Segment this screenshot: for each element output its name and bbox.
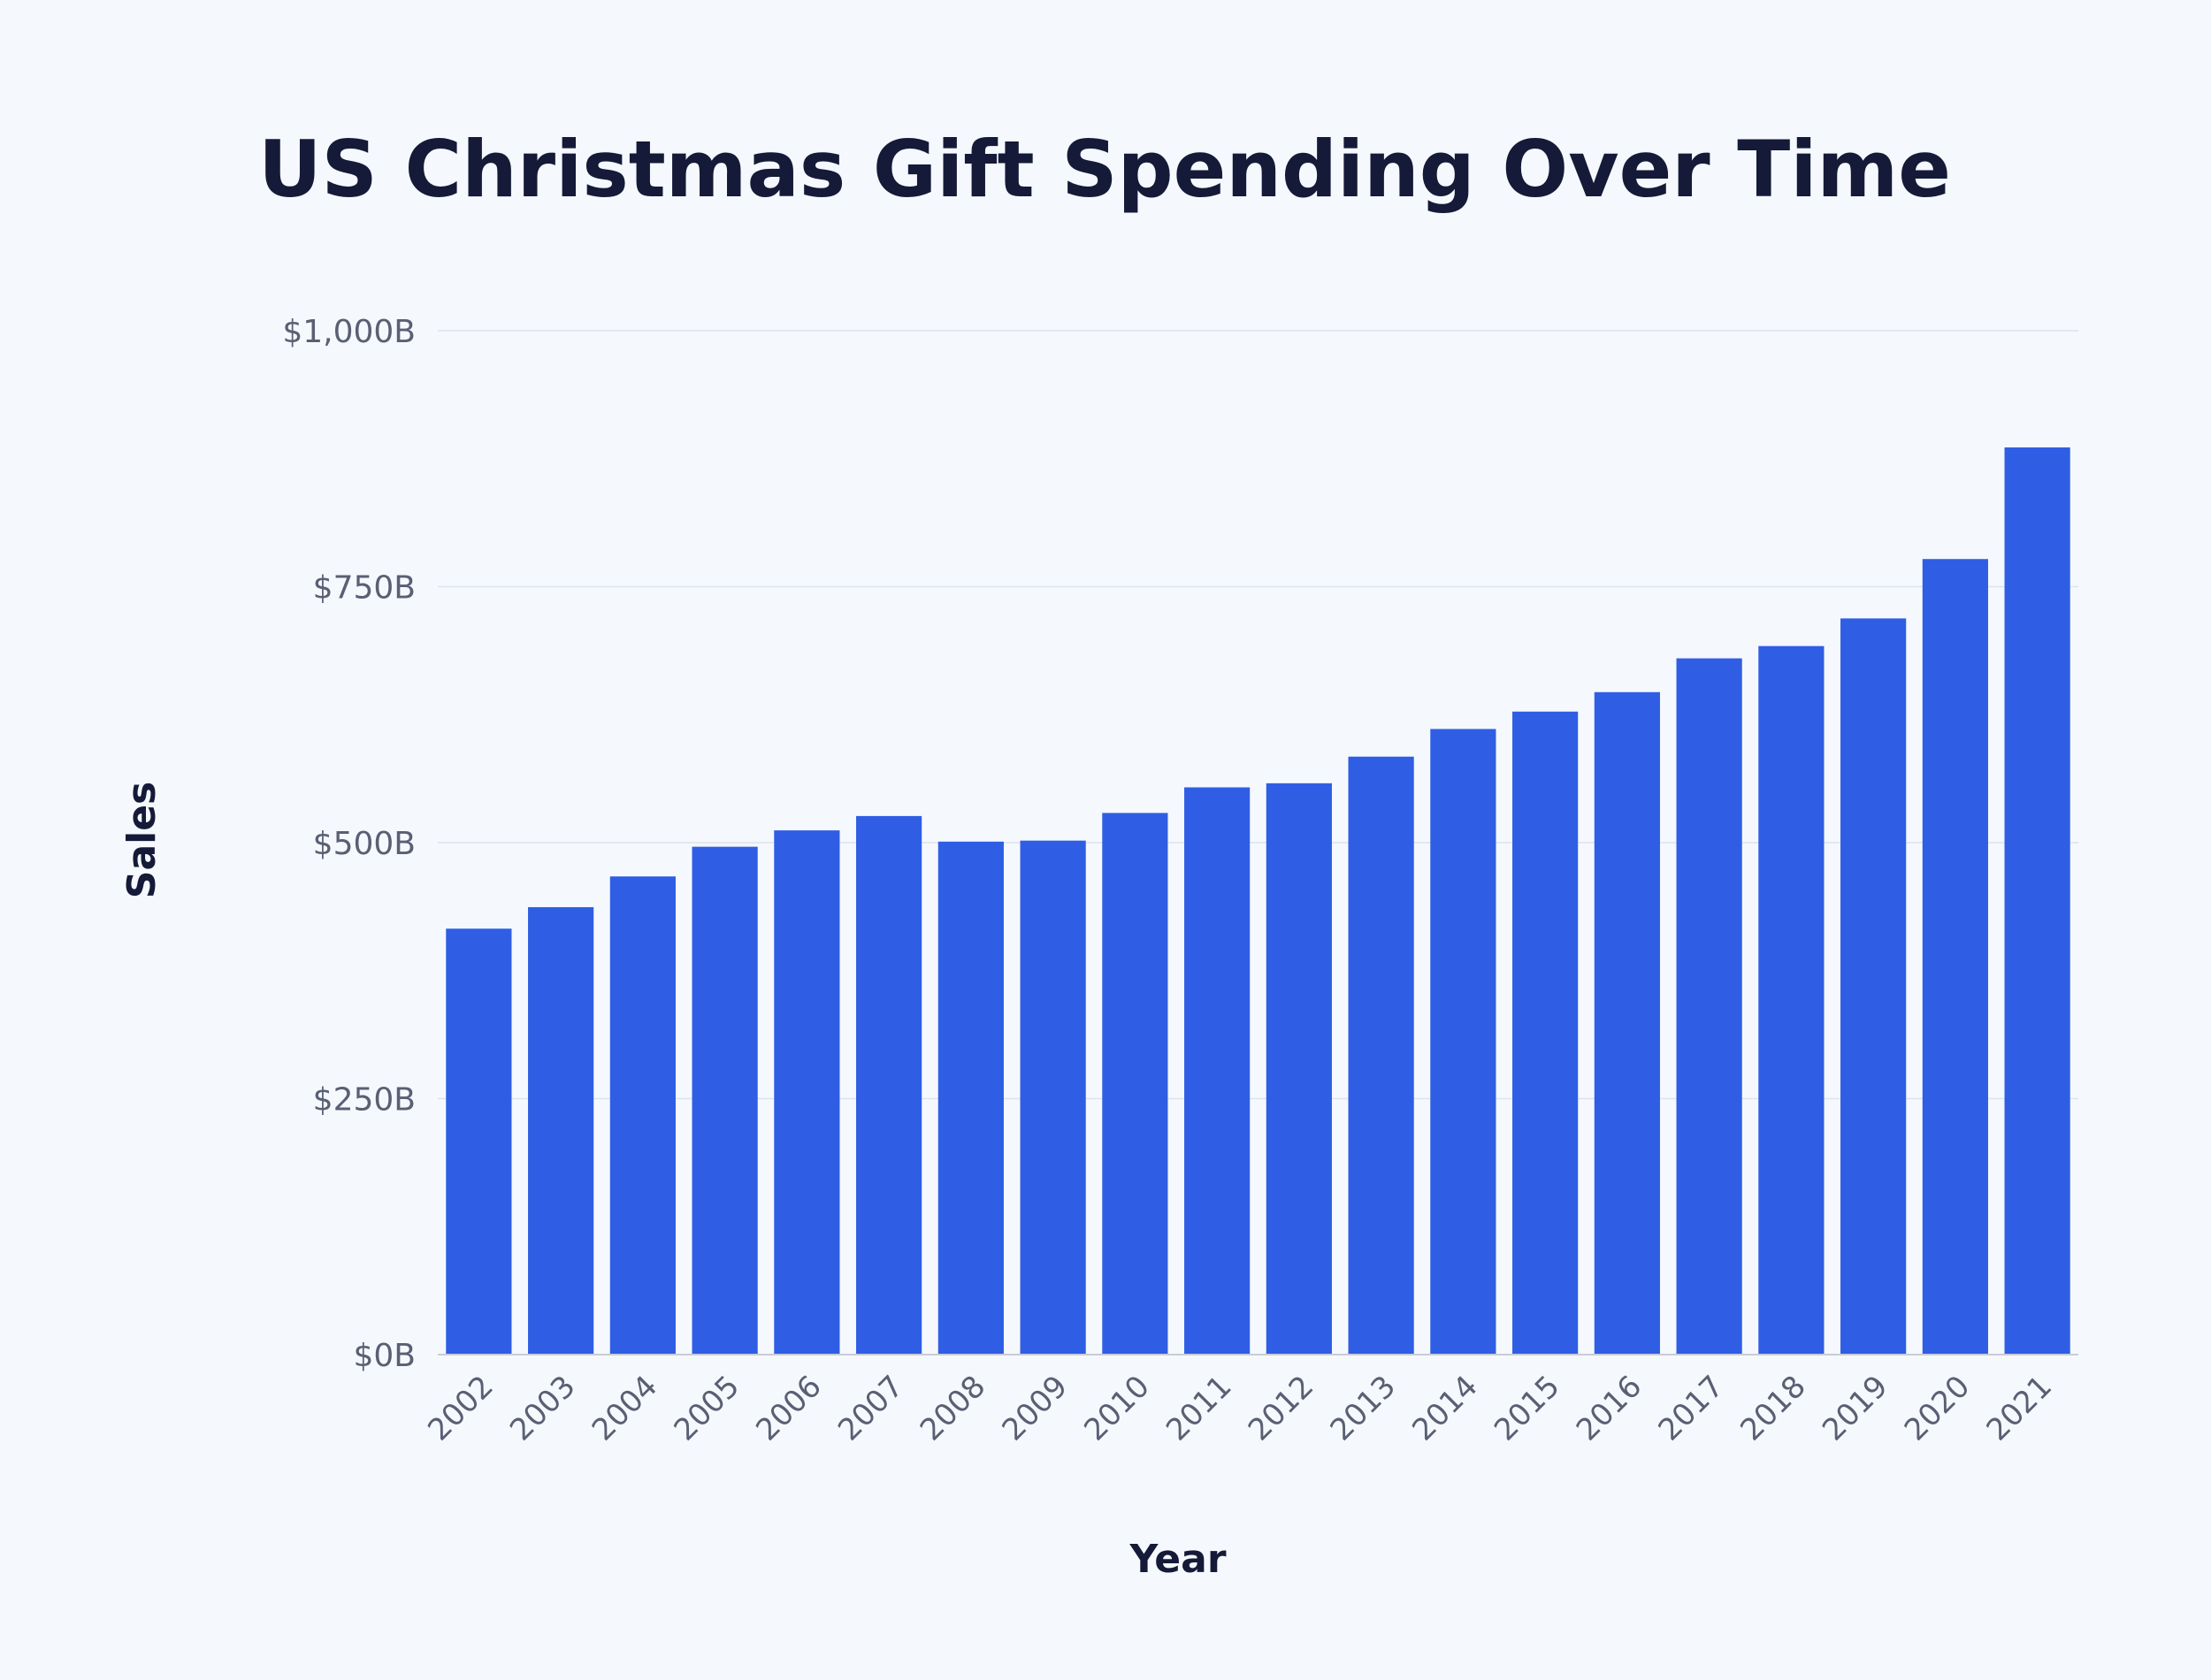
x-tick-label: 2020 xyxy=(1898,1369,1977,1447)
bar-2007 xyxy=(856,815,922,1355)
x-tick-label: 2018 xyxy=(1733,1369,1812,1447)
x-tick-label: 2014 xyxy=(1405,1369,1484,1447)
x-tick-label: 2016 xyxy=(1570,1369,1649,1447)
x-tick-label: 2015 xyxy=(1488,1369,1566,1447)
bar-2002 xyxy=(446,928,512,1355)
x-tick-label: 2006 xyxy=(749,1369,828,1447)
x-tick-label: 2021 xyxy=(1980,1369,2059,1447)
x-tick-label: 2004 xyxy=(585,1369,664,1447)
bar-2003 xyxy=(528,906,594,1355)
y-axis-title: Sales xyxy=(119,782,164,899)
y-tick-label: $1,000B xyxy=(282,314,416,350)
chart-title: US Christmas Gift Spending Over Time xyxy=(258,124,1951,215)
bar-2012 xyxy=(1266,783,1332,1355)
x-tick-label: 2007 xyxy=(831,1369,910,1447)
y-tick-label: $0B xyxy=(353,1338,416,1374)
x-tick-label: 2008 xyxy=(914,1369,992,1447)
bar-2006 xyxy=(774,830,840,1355)
x-axis-ticks: 2002 2003 2004 2005 2006 2007 2008 2009 2010 2011… xyxy=(421,1369,2059,1447)
bar-2018 xyxy=(1758,645,1825,1355)
y-axis-ticks: $0B $250B $500B $750B $1,000B xyxy=(282,314,416,1374)
bar-2013 xyxy=(1348,756,1414,1355)
x-tick-label: 2012 xyxy=(1242,1369,1320,1447)
bar-2019 xyxy=(1840,618,1907,1355)
bar-2016 xyxy=(1594,691,1660,1355)
bar-2014 xyxy=(1430,729,1496,1355)
bar-2020 xyxy=(1922,559,1988,1355)
y-tick-label: $750B xyxy=(313,570,416,607)
x-tick-label: 2011 xyxy=(1159,1369,1238,1447)
bars xyxy=(446,447,2070,1355)
y-tick-label: $250B xyxy=(313,1082,416,1119)
x-tick-label: 2009 xyxy=(996,1369,1075,1447)
bar-2021 xyxy=(2004,447,2070,1355)
bar-2004 xyxy=(609,876,676,1355)
x-tick-label: 2003 xyxy=(503,1369,582,1447)
bar-2010 xyxy=(1102,813,1168,1355)
bar-2015 xyxy=(1512,711,1579,1355)
x-tick-label: 2013 xyxy=(1324,1369,1403,1447)
x-tick-label: 2002 xyxy=(421,1369,500,1447)
bar-2011 xyxy=(1184,787,1251,1355)
grid-lines xyxy=(438,330,2078,1100)
bar-2009 xyxy=(1020,840,1086,1355)
y-tick-label: $500B xyxy=(313,826,416,862)
bar-2005 xyxy=(692,846,758,1355)
bar-2017 xyxy=(1676,658,1742,1355)
x-axis-title: Year xyxy=(1128,1537,1226,1582)
bar-2008 xyxy=(937,841,1004,1355)
x-tick-label: 2005 xyxy=(668,1369,746,1447)
x-tick-label: 2017 xyxy=(1652,1369,1731,1447)
x-tick-label: 2019 xyxy=(1816,1369,1894,1447)
x-tick-label: 2010 xyxy=(1077,1369,1156,1447)
